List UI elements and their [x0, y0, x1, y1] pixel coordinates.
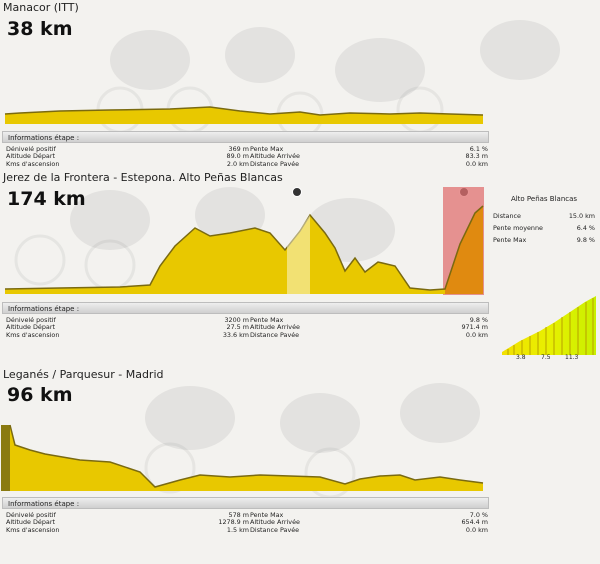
mountain-summit-icon — [292, 187, 302, 197]
value: 3200 m — [224, 316, 249, 324]
stage-2-distance: 174 km — [7, 188, 86, 210]
climb-km-mark: 7.5 — [541, 354, 551, 361]
climb-km-mark: 11.3 — [565, 354, 579, 361]
label: Altitude Départ — [6, 323, 55, 332]
label: Dénivelé positif — [6, 511, 56, 519]
value: 2.0 km — [226, 159, 249, 168]
label: Distance — [493, 212, 521, 220]
stage-2-profile-chart — [4, 187, 484, 295]
label: Dénivelé positif — [6, 316, 56, 324]
value: 1.5 km — [226, 525, 249, 534]
value: 1278.9 m — [218, 518, 249, 527]
stage-3-info-header: Informations étape : — [2, 497, 489, 509]
value: 369 m — [228, 145, 249, 153]
stage-3-distance: 96 km — [7, 384, 73, 406]
climb-distance-row: Distance 15.0 km — [493, 212, 595, 220]
climb-detail-chart — [502, 296, 596, 355]
stage-3-title: Leganés / Parquesur - Madrid — [3, 368, 164, 381]
climb-km-mark: 3.8 — [516, 354, 526, 361]
value: 9.8 % — [469, 316, 488, 324]
label: Distance Pavée — [250, 159, 300, 168]
climb-average-row: Pente moyenne 6.4 % — [493, 224, 595, 232]
climb-name: Alto Peñas Blancas — [510, 195, 578, 203]
value: 15.0 km — [568, 212, 595, 220]
cyclists-background-image — [96, 20, 560, 139]
label: Distance Pavée — [250, 525, 300, 534]
value: 654.4 m — [461, 518, 488, 527]
label: Kms d'ascension — [6, 330, 60, 339]
stage-2-info-table: Dénivelé positif 3200 m Pente Max 9.8 % Alt… — [6, 316, 488, 339]
value: 27.5 m — [226, 323, 250, 332]
stage-3-panel — [0, 368, 600, 553]
label: Altitude Arrivée — [250, 323, 300, 332]
cyclists-background-image — [144, 383, 480, 499]
label: Kms d'ascension — [6, 525, 60, 534]
label: Pente Max — [493, 236, 527, 244]
value: 0.0 km — [465, 159, 488, 168]
label: Altitude Arrivée — [250, 152, 300, 161]
label: Distance Pavée — [250, 330, 300, 339]
stage-1-info-header: Informations étape : — [2, 131, 489, 143]
label: Pente Max — [250, 511, 284, 519]
label: Pente Max — [250, 316, 284, 324]
value: 7.0 % — [469, 511, 488, 519]
label: Altitude Arrivée — [250, 518, 300, 527]
value: 0.0 km — [465, 525, 488, 534]
stage-1-distance: 38 km — [7, 18, 73, 40]
value: 83.3 m — [465, 152, 489, 161]
stage-1-panel — [0, 0, 600, 185]
value: 33.6 km — [222, 330, 249, 339]
label: Altitude Départ — [6, 518, 55, 527]
stage-2-title: Jerez de la Frontera - Estepona. Alto Pe… — [3, 171, 283, 184]
stage-1-info-table: Dénivelé positif 369 m Pente Max 6.1 % Alti… — [6, 145, 489, 168]
stage-2-info-header: Informations étape : — [2, 302, 489, 314]
stage-3-info-table: Dénivelé positif 578 m Pente Max 7.0 % Alti… — [6, 511, 488, 534]
stage-3-profile-chart — [1, 424, 484, 491]
value: 89.0 m — [226, 152, 250, 161]
label: Dénivelé positif — [6, 145, 56, 153]
label: Altitude Départ — [6, 152, 55, 161]
value: 6.1 % — [469, 145, 488, 153]
value: 971.4 m — [461, 323, 488, 332]
label: Pente Max — [250, 145, 284, 153]
value: 578 m — [228, 511, 249, 519]
value: 9.8 % — [576, 236, 595, 244]
label: Kms d'ascension — [6, 159, 60, 168]
label: Pente moyenne — [493, 224, 543, 232]
value: 0.0 km — [465, 330, 488, 339]
stage-1-title: Manacor (ITT) — [3, 1, 79, 14]
value: 6.4 % — [576, 224, 595, 232]
stage-1-profile-chart — [4, 106, 484, 124]
climb-max-row: Pente Max 9.8 % — [493, 236, 595, 244]
